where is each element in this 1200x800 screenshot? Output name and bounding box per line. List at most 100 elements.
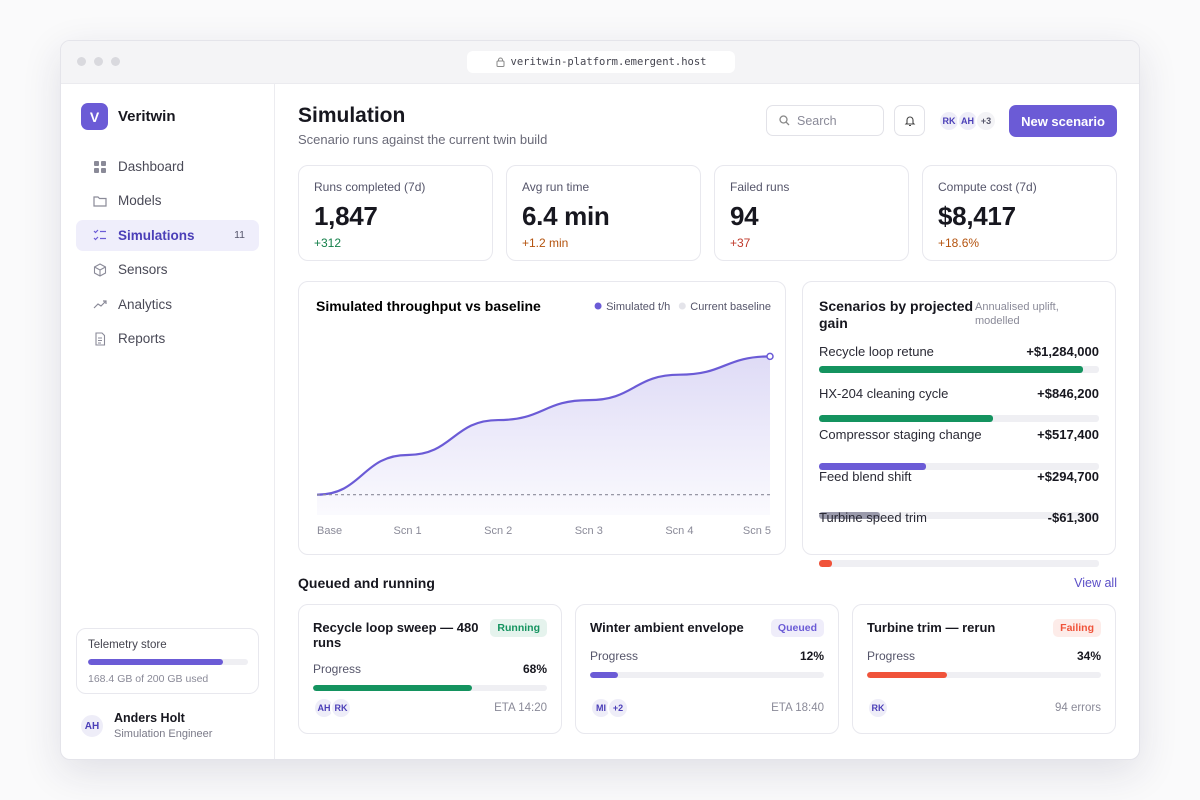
legend-label: Current baseline — [690, 301, 771, 313]
kpi-label: Avg run time — [522, 180, 590, 194]
window-dot — [77, 57, 86, 66]
nav-label: Analytics — [118, 296, 173, 312]
run-avatars: AH RK — [313, 697, 352, 719]
avatar: RK — [867, 697, 889, 719]
run-footer: RK 94 errors — [867, 697, 1101, 719]
bar-track — [819, 560, 1099, 568]
x-tick-label: Base — [317, 525, 342, 537]
nav-label: Reports — [118, 331, 166, 346]
bar-value: -$61,300 — [1047, 510, 1099, 526]
sidebar: V Veritwin Dashboard Models Simulations 11 S… — [61, 83, 275, 759]
bar-list-title: Scenarios by projected gain — [819, 298, 974, 331]
browser-window: veritwin-platform.emergent.host V Veritw… — [60, 40, 1140, 760]
bar — [819, 366, 1084, 373]
run-title: Winter ambient envelope — [590, 620, 744, 635]
page-title: Simulation — [298, 104, 406, 127]
progress-row: Progress 68% — [313, 662, 547, 676]
progress-value: 12% — [799, 649, 824, 663]
avatar: RK — [330, 697, 352, 719]
user-name: Anders Holt — [114, 711, 185, 725]
run-header: Recycle loop sweep — 480 runs Running — [313, 619, 547, 650]
progress-title: Progress — [590, 649, 639, 663]
bar-list-subtitle: Annualised uplift, modelled — [975, 301, 1059, 327]
line-chart: Simulated throughput vs baseline Current … — [316, 298, 774, 537]
nav-icon — [93, 196, 107, 207]
run-title: Turbine trim — rerun — [867, 620, 996, 635]
run-header: Winter ambient envelope Queued — [590, 619, 824, 637]
nav-item[interactable]: Dashboard — [76, 151, 259, 182]
nav-item[interactable]: Simulations 11 — [76, 219, 259, 251]
progress-track — [867, 672, 1101, 678]
storage-title: Telemetry store — [88, 639, 167, 651]
bar-track — [819, 511, 1099, 519]
kpi-value: $8,417 — [938, 201, 1016, 231]
progress-track — [590, 672, 824, 678]
storage-track — [88, 659, 248, 665]
x-tick-label: Scn 5 — [743, 525, 771, 537]
line-chart-card: Simulated throughput vs baseline Current … — [298, 281, 786, 555]
run-footer: AH RK ETA 14:20 — [313, 697, 547, 719]
bar — [819, 560, 832, 568]
kpi-delta: +1.2 min — [522, 236, 569, 250]
progress-title: Progress — [867, 649, 916, 663]
url-text: veritwin-platform.emergent.host — [510, 56, 707, 68]
bar-label: Feed blend shift — [819, 468, 912, 484]
lock-icon — [496, 57, 505, 67]
x-tick-label: Scn 3 — [575, 525, 603, 537]
search-box[interactable]: Search — [766, 105, 884, 136]
nav-label: Dashboard — [118, 159, 185, 174]
x-tick-label: Scn 4 — [665, 525, 693, 537]
status-pill: Failing — [1053, 619, 1101, 637]
run-header: Turbine trim — rerun Failing — [867, 619, 1101, 637]
progress-bar — [867, 672, 947, 678]
bar — [819, 463, 926, 471]
bar-track — [819, 414, 1099, 422]
avatar: +3 — [975, 110, 997, 132]
bar-label: Turbine speed trim — [819, 510, 927, 526]
title-bar: veritwin-platform.emergent.host — [61, 41, 1139, 84]
run-card: Turbine trim — rerun Failing Progress 34% RK… — [852, 604, 1116, 734]
kpi-card: Avg run time 6.4 min +1.2 min — [506, 165, 701, 261]
area — [317, 356, 770, 515]
kpi-delta: +18.6% — [938, 236, 980, 250]
nav-label: Simulations — [118, 227, 195, 243]
kpi-value: 94 — [730, 201, 759, 231]
run-meta: 94 errors — [1054, 702, 1101, 714]
kpi-delta: +312 — [314, 236, 342, 250]
notifications[interactable] — [894, 105, 925, 136]
nav-item[interactable]: Models — [76, 185, 259, 216]
kpi-label: Failed runs — [730, 180, 790, 194]
nav-label: Models — [118, 193, 162, 209]
nav-item[interactable]: Sensors — [76, 254, 259, 285]
nav-item[interactable]: Reports — [76, 323, 259, 354]
address-bar[interactable]: veritwin-platform.emergent.host — [467, 51, 735, 73]
page-subtitle: Scenario runs against the current twin b… — [298, 132, 548, 147]
bar-track — [819, 463, 1099, 471]
run-card: Recycle loop sweep — 480 runs Running Prog… — [298, 604, 562, 734]
nav-item[interactable]: Analytics — [76, 289, 259, 320]
new-scenario-button[interactable]: New scenario — [1009, 105, 1117, 137]
bar-value: +$517,400 — [1037, 427, 1099, 443]
chart-title: Simulated throughput vs baseline — [316, 298, 541, 314]
bell-icon — [904, 116, 915, 126]
bar-label: Recycle loop retune — [819, 344, 934, 359]
progress-row: Progress 34% — [867, 649, 1101, 663]
legend-label: Simulated t/h — [606, 301, 670, 313]
logo: V — [81, 103, 108, 130]
search-icon — [779, 115, 790, 126]
bar-label: Compressor staging change — [819, 427, 982, 443]
progress-value: 34% — [1076, 649, 1101, 663]
window-dot — [94, 57, 103, 66]
run-meta: ETA 18:40 — [771, 702, 824, 714]
kpi-delta: +37 — [730, 236, 751, 250]
bar — [819, 511, 880, 519]
bar-track — [819, 366, 1099, 373]
status-pill: Running — [490, 619, 547, 637]
nav-badge: 11 — [234, 229, 245, 242]
nav-icon — [94, 160, 106, 173]
avatar: +2 — [607, 697, 629, 719]
nav-icon — [95, 331, 106, 346]
view-all-link[interactable]: View all — [1074, 576, 1117, 590]
bar-value: +$846,200 — [1037, 385, 1099, 401]
